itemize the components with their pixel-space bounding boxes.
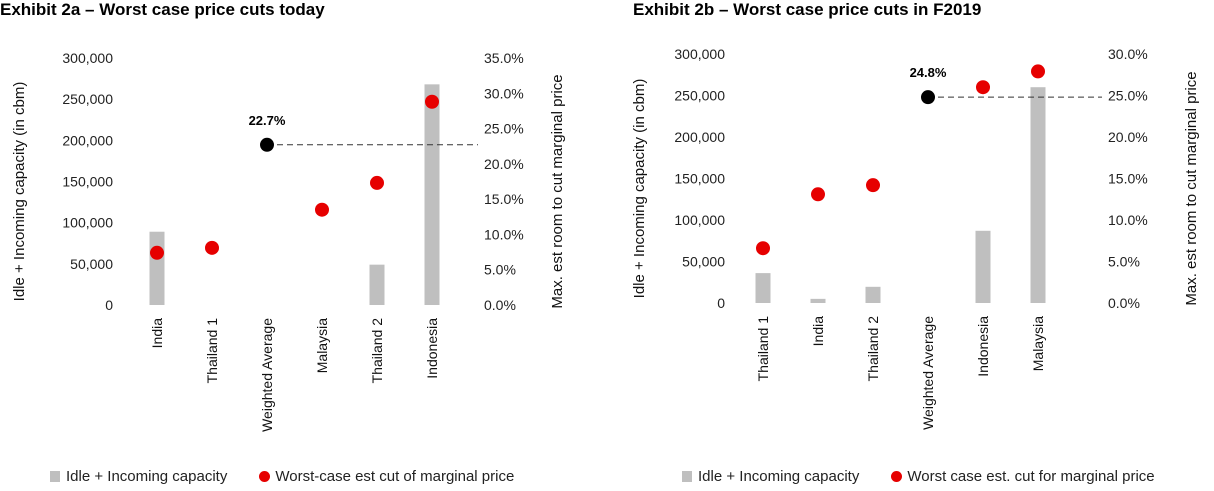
chart-title: Exhibit 2b – Worst case price cuts in F2… [633, 0, 982, 19]
weighted-average-dot [921, 90, 935, 105]
bar [369, 264, 385, 305]
y-tick-label: 50,000 [70, 256, 113, 272]
bar [1030, 87, 1046, 303]
y2-axis-title: Max. est room to cut marginal price [549, 74, 566, 308]
y2-tick-label: 25.0% [484, 121, 524, 137]
y-axis-title: Idle + Incoming capacity (in cbm) [11, 82, 28, 302]
y-tick-label: 150,000 [674, 171, 725, 187]
legend-label: Idle + Incoming capacity [66, 468, 228, 485]
y-tick-label: 300,000 [62, 50, 113, 66]
y-axis-title: Idle + Incoming capacity (in cbm) [631, 79, 648, 299]
bar [810, 298, 826, 303]
price-cut-dot [205, 240, 219, 255]
legend-item-capacity: Idle + Incoming capacity [682, 468, 859, 485]
legend-item-price-cut: Worst case est. cut for marginal price [891, 468, 1155, 485]
weighted-average-dot [260, 137, 274, 152]
price-cut-dot [370, 175, 384, 190]
bar-swatch-icon [682, 471, 692, 482]
y2-tick-label: 30.0% [484, 85, 524, 101]
y-tick-label: 0 [105, 297, 113, 313]
category-label: Indonesia [975, 316, 991, 377]
bar [149, 231, 165, 305]
category-label: Weighted Average [920, 316, 936, 430]
price-cut-dot [756, 241, 770, 256]
y-tick-label: 200,000 [674, 129, 725, 145]
price-cut-dot [150, 245, 164, 260]
y2-tick-label: 15.0% [1108, 171, 1148, 187]
y-tick-label: 200,000 [62, 132, 113, 148]
category-label: Thailand 1 [204, 318, 220, 384]
dot-swatch-icon [259, 471, 271, 482]
category-label: Thailand 2 [369, 318, 385, 384]
y-tick-label: 100,000 [674, 212, 725, 228]
y-tick-label: 300,000 [674, 46, 725, 62]
y2-axis-title: Max. est room to cut marginal price [1183, 71, 1200, 305]
bar [865, 286, 881, 303]
exhibit-2a: Exhibit 2a – Worst case price cuts today… [0, 0, 600, 491]
category-label: Thailand 1 [755, 316, 771, 382]
weighted-average-label: 24.8% [910, 65, 947, 80]
y-tick-label: 150,000 [62, 174, 113, 190]
category-label: Weighted Average [259, 318, 275, 432]
chart-2b-plot: 0 50,000 100,000 150,000 200,000 250,000 300,0… [631, 46, 1200, 430]
price-cut-dot [811, 187, 825, 202]
y-tick-label: 250,000 [62, 91, 113, 107]
category-label: Malaysia [1030, 316, 1046, 371]
legend: Idle + Incoming capacity Worst-case est … [50, 468, 546, 485]
legend-item-price-cut: Worst-case est cut of marginal price [259, 468, 514, 485]
y2-tick-label: 15.0% [484, 191, 524, 207]
price-cut-dot [976, 80, 990, 95]
price-cut-dot [866, 178, 880, 193]
legend: Idle + Incoming capacity Worst case est.… [682, 468, 1187, 485]
price-cut-dot [315, 202, 329, 217]
weighted-average-label: 22.7% [249, 113, 286, 128]
bar [755, 273, 771, 303]
bar-swatch-icon [50, 471, 60, 482]
legend-label: Worst case est. cut for marginal price [907, 468, 1155, 485]
dot-swatch-icon [891, 471, 903, 482]
y2-tick-label: 30.0% [1108, 46, 1148, 62]
category-label: Indonesia [424, 318, 440, 379]
y-tick-label: 50,000 [682, 254, 725, 270]
bar [424, 84, 440, 305]
category-label: India [149, 318, 165, 349]
exhibit-2b: Exhibit 2b – Worst case price cuts in F2… [600, 0, 1214, 491]
y-tick-label: 100,000 [62, 215, 113, 231]
y2-tick-label: 10.0% [484, 226, 524, 242]
y2-tick-label: 0.0% [484, 297, 516, 313]
legend-item-capacity: Idle + Incoming capacity [50, 468, 227, 485]
y2-tick-label: 10.0% [1108, 212, 1148, 228]
y2-tick-label: 25.0% [1108, 88, 1148, 104]
legend-label: Worst-case est cut of marginal price [275, 468, 515, 485]
legend-label: Idle + Incoming capacity [698, 468, 860, 485]
y-tick-label: 250,000 [674, 88, 725, 104]
y-tick-label: 0 [717, 295, 725, 311]
y2-tick-label: 20.0% [484, 156, 524, 172]
y2-tick-label: 0.0% [1108, 295, 1140, 311]
price-cut-dot [1031, 64, 1045, 79]
y2-tick-label: 5.0% [484, 262, 516, 278]
category-label: Thailand 2 [865, 316, 881, 382]
chart-title: Exhibit 2a – Worst case price cuts today [0, 0, 325, 19]
y2-tick-label: 5.0% [1108, 254, 1140, 270]
price-cut-dot [425, 94, 439, 109]
y2-tick-label: 35.0% [484, 50, 524, 66]
chart-2a-plot: 0 50,000 100,000 150,000 200,000 250,000 300,0… [11, 50, 566, 432]
category-label: Malaysia [314, 318, 330, 373]
y2-tick-label: 20.0% [1108, 129, 1148, 145]
bar [975, 230, 991, 303]
category-label: India [810, 316, 826, 347]
